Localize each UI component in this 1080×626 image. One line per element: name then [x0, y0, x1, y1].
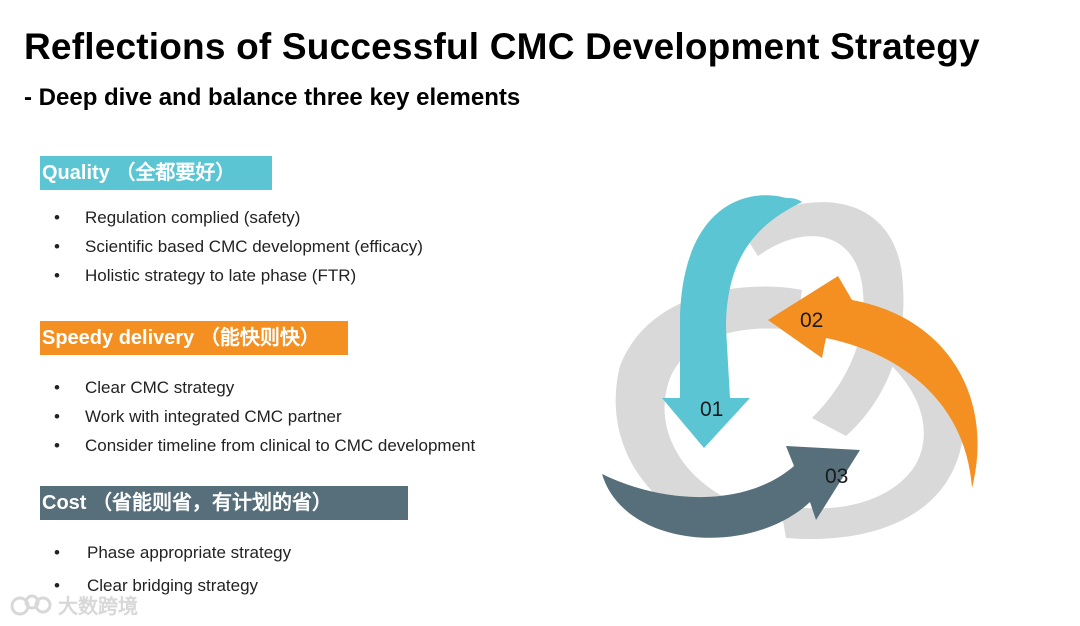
bullet-item: Holistic strategy to late phase (FTR)	[40, 261, 423, 290]
watermark-text: 大数跨境	[58, 596, 138, 618]
label-03: 03	[825, 465, 848, 488]
page-subtitle: - Deep dive and balance three key elemen…	[24, 84, 521, 111]
bullet-list-speedy-delivery: Clear CMC strategy Work with integrated …	[40, 373, 475, 460]
arrow-01	[662, 195, 802, 448]
label-01: 01	[700, 398, 723, 421]
bullet-item: Work with integrated CMC partner	[40, 402, 475, 431]
section-quality: Quality （全都要好） Regulation complied (safe…	[40, 156, 423, 290]
ring-band	[740, 202, 904, 436]
bullet-item: Phase appropriate strategy	[40, 536, 408, 569]
cycle-diagram: 01 02 03	[602, 195, 978, 540]
bullet-list-cost: Phase appropriate strategy Clear bridgin…	[40, 536, 408, 602]
section-cost: Cost （省能则省，有计划的省） Phase appropriate stra…	[40, 486, 408, 602]
label-02: 02	[800, 309, 823, 332]
watermark: 大数跨境	[8, 590, 138, 619]
cloud-logo-icon	[10, 594, 52, 615]
bullet-item: Regulation complied (safety)	[40, 203, 423, 232]
section-header-quality: Quality （全都要好）	[40, 156, 272, 190]
page-title: Reflections of Successful CMC Developmen…	[24, 26, 980, 67]
section-header-cost: Cost （省能则省，有计划的省）	[40, 486, 408, 520]
bullet-item: Clear bridging strategy	[40, 569, 408, 602]
bullet-list-quality: Regulation complied (safety) Scientific …	[40, 203, 423, 290]
bullet-item: Scientific based CMC development (effica…	[40, 232, 423, 261]
bullet-item: Clear CMC strategy	[40, 373, 475, 402]
section-header-speedy-delivery: Speedy delivery （能快则快）	[40, 321, 348, 355]
section-speedy-delivery: Speedy delivery （能快则快） Clear CMC strateg…	[40, 321, 475, 460]
arrow-03	[602, 446, 860, 538]
arrow-02	[768, 276, 978, 488]
bullet-item: Consider timeline from clinical to CMC d…	[40, 431, 475, 460]
ring-band	[615, 286, 802, 526]
